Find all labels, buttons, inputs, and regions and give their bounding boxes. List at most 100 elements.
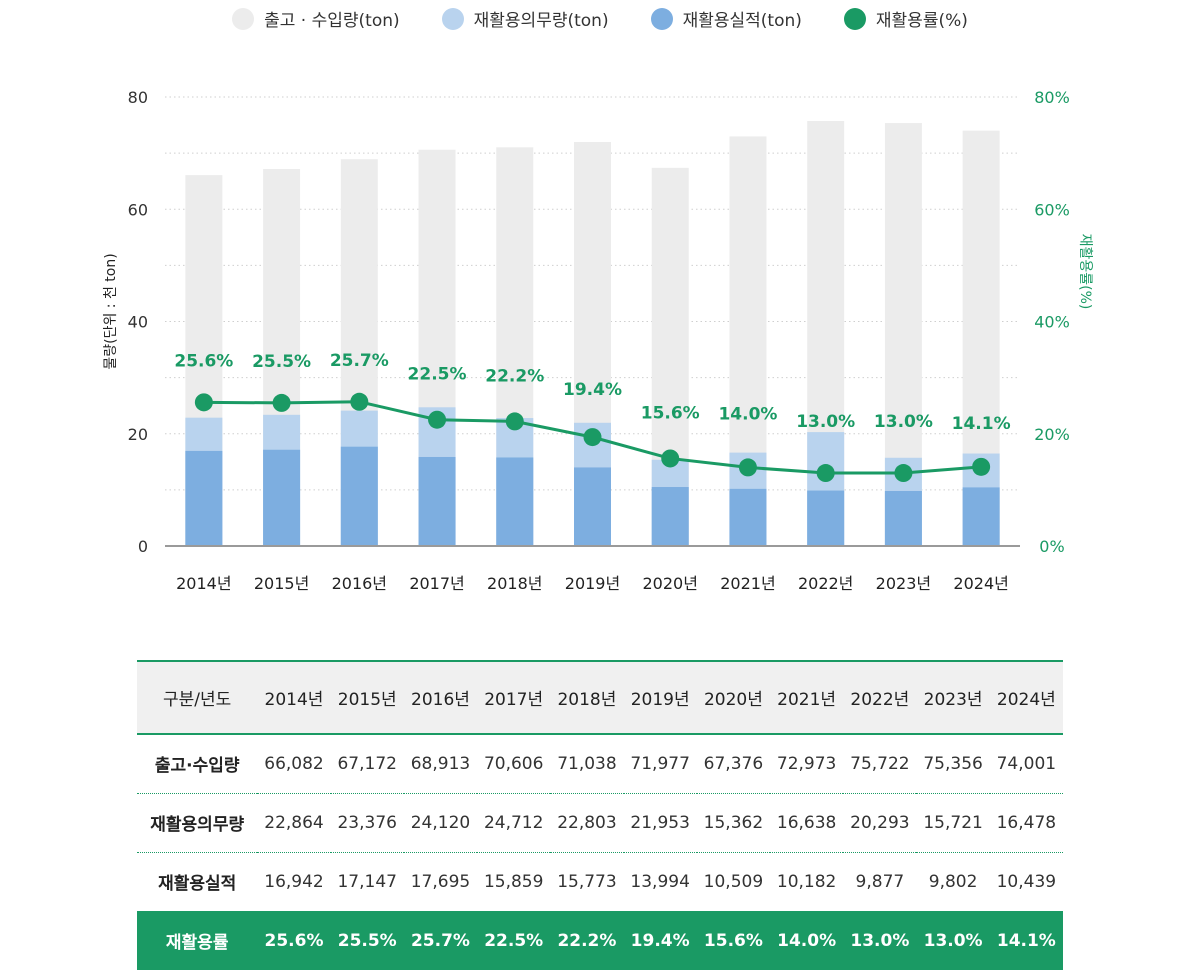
rate-point: [194, 393, 213, 412]
y-tick-label: 80: [128, 88, 148, 107]
table-cell: 68,913: [410, 753, 471, 774]
rate-point: [350, 392, 369, 411]
table-cell: 24,120: [410, 812, 471, 833]
table-cell: 25.5%: [337, 930, 397, 951]
rate-data-label: 25.5%: [252, 352, 311, 372]
x-tick-label: 2022년: [798, 574, 853, 593]
chart-legend: 출고 · 수입량(ton) 재활용의무량(ton) 재활용실적(ton) 재활용률(%…: [0, 6, 1200, 31]
legend-item: 재활용률(%): [832, 6, 980, 31]
table-cell: 25.6%: [264, 930, 324, 951]
rate-point: [738, 458, 757, 477]
table-header-year: 2022년: [850, 690, 910, 710]
bar-actual: [185, 450, 223, 546]
y-right-tick-label: 20%: [1034, 425, 1070, 444]
rate-data-label: 14.0%: [718, 404, 777, 424]
legend-item: 재활용실적(ton): [639, 6, 814, 31]
table-row: 재활용률 25.6% 25.5% 25.7% 22.5% 22.2% 19.4% 15.6% 1…: [137, 911, 1063, 970]
y-tick-label: 40: [128, 313, 148, 332]
table-cell: 17,147: [337, 871, 397, 892]
rate-point: [661, 449, 680, 468]
rate-point: [428, 410, 447, 429]
table-cell: 71,977: [630, 753, 690, 774]
y-right-tick-label: 80%: [1034, 88, 1070, 107]
table-cell: 16,478: [996, 812, 1057, 833]
table-header-year: 2014년: [264, 690, 324, 710]
table-cell: 14.0%: [777, 930, 837, 951]
bar-actual: [651, 487, 689, 546]
table-cell: 20,293: [850, 812, 910, 833]
rate-point: [894, 464, 913, 483]
bar-actual: [263, 449, 301, 546]
table-header-label: 구분/년도: [163, 690, 232, 710]
x-tick-label: 2020년: [643, 574, 698, 593]
table-header-year: 2021년: [777, 690, 837, 710]
bar-actual: [807, 490, 845, 546]
table-cell: 66,082: [264, 753, 324, 774]
table-cell: 10,439: [996, 871, 1057, 892]
table-cell: 16,638: [776, 812, 837, 833]
x-tick-label: 2024년: [953, 574, 1008, 593]
bar-actual: [884, 490, 922, 546]
rate-data-label: 15.6%: [641, 403, 700, 423]
table-cell: 15,721: [923, 812, 983, 833]
y-tick-label: 60: [128, 200, 148, 219]
rate-data-label: 14.1%: [952, 414, 1011, 434]
table-cell: 15,859: [483, 871, 544, 892]
legend-item: 재활용의무량(ton): [430, 6, 621, 31]
table-cell: 75,722: [850, 753, 910, 774]
x-tick-label: 2016년: [332, 574, 387, 593]
table-header-year: 2019년: [630, 690, 690, 710]
x-tick-label: 2018년: [487, 574, 542, 593]
table-cell: 22,864: [264, 812, 324, 833]
table-cell: 10,509: [703, 871, 764, 892]
rate-data-label: 13.0%: [796, 412, 855, 432]
rate-data-label: 13.0%: [874, 412, 933, 432]
legend-swatch: [441, 7, 464, 30]
table-cell: 9,877: [855, 871, 905, 892]
table-cell: 23,376: [337, 812, 397, 833]
table-header-row: 구분/년도 2014년 2015년 2016년 2017년 2018년 2019…: [137, 661, 1063, 734]
table-row: 재활용의무량 22,864 23,376 24,120 24,712 22,803 21,9…: [137, 793, 1063, 852]
table-cell: 70,606: [483, 753, 544, 774]
y-right-axis-title: 재활용률(%): [1077, 234, 1093, 310]
bar-actual: [496, 457, 534, 546]
table-header-year: 2018년: [557, 690, 617, 710]
table-row-label: 재활용률: [165, 933, 229, 954]
table-row: 출고·수입량 66,082 67,172 68,913 70,606 71,038 71,9…: [137, 734, 1063, 793]
table-row-label: 재활용의무량: [150, 815, 245, 835]
bar-actual: [418, 456, 456, 546]
rate-point: [816, 464, 835, 483]
y-tick-label: 20: [128, 425, 148, 444]
bar-actual: [962, 487, 1000, 546]
table-cell: 25.7%: [410, 930, 470, 951]
table-cell: 22.5%: [484, 930, 544, 951]
table-cell: 13.0%: [850, 930, 910, 951]
table-header-year: 2020년: [703, 690, 763, 710]
x-tick-label: 2014년: [176, 574, 231, 593]
bar-actual: [574, 467, 611, 546]
x-tick-label: 2015년: [254, 574, 309, 593]
x-tick-label: 2017년: [409, 574, 464, 593]
y-right-tick-label: 60%: [1034, 200, 1070, 219]
table-cell: 13.0%: [923, 930, 983, 951]
table-cell: 13,994: [630, 871, 690, 892]
y-right-tick-label: 0%: [1039, 537, 1064, 556]
table-cell: 9,802: [928, 871, 978, 892]
rate-point: [272, 393, 291, 412]
data-table: 구분/년도 2014년 2015년 2016년 2017년 2018년 2019…: [137, 660, 1063, 970]
table-cell: 21,953: [630, 812, 690, 833]
x-tick-label: 2023년: [876, 574, 931, 593]
table-header-year: 2016년: [411, 690, 470, 710]
rate-point: [972, 457, 991, 476]
x-tick-label: 2019년: [565, 574, 620, 593]
rate-point: [505, 412, 524, 431]
table-cell: 67,172: [337, 753, 397, 774]
rate-data-label: 22.2%: [485, 366, 544, 386]
table-cell: 16,942: [264, 871, 324, 892]
table-header-year: 2024년: [996, 690, 1056, 710]
table-cell: 14.1%: [996, 930, 1056, 951]
rate-data-label: 25.6%: [174, 351, 233, 371]
bar-actual: [729, 488, 767, 546]
table-cell: 74,001: [996, 753, 1057, 774]
legend-label: 재활용실적(ton): [682, 11, 802, 31]
